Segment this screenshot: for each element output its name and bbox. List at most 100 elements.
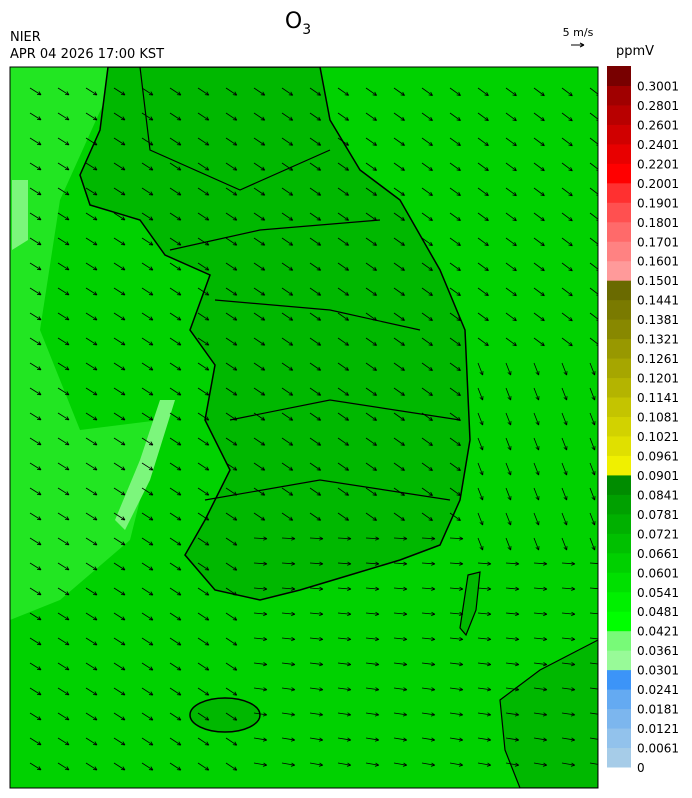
- colorbar-label: 0.1141: [637, 391, 679, 405]
- wind-arrow: [365, 561, 380, 566]
- wind-arrow: [533, 387, 540, 401]
- wind-arrow: [197, 287, 210, 296]
- wind-arrow: [225, 762, 238, 771]
- wind-arrow: [589, 712, 598, 715]
- wind-arrow: [281, 611, 296, 617]
- wind-arrow: [589, 662, 598, 665]
- wind-arrow: [337, 212, 350, 221]
- wind-arrow: [589, 587, 598, 590]
- wind-arrow: [253, 162, 266, 171]
- wind-arrow: [141, 712, 154, 721]
- wind-arrow: [141, 237, 154, 246]
- wind-arrow: [29, 612, 42, 621]
- wind-arrow: [505, 87, 517, 97]
- colorbar-band: [607, 474, 631, 495]
- wind-arrow: [365, 212, 377, 221]
- wind-arrow: [85, 237, 98, 246]
- wind-arrow: [477, 137, 489, 147]
- colorbar-label: 0.1261: [637, 352, 679, 366]
- wind-arrow: [309, 561, 324, 566]
- wind-arrow: [309, 262, 322, 271]
- wind-arrow: [57, 187, 70, 196]
- wind-arrow: [477, 412, 484, 426]
- wind-arrow: [281, 462, 294, 471]
- wind-arrow: [281, 512, 294, 521]
- wind-arrow: [197, 387, 210, 396]
- wind-arrow: [281, 137, 294, 146]
- wind-arrow: [589, 237, 598, 246]
- wind-arrow: [85, 612, 98, 621]
- wind-arrow: [561, 512, 568, 526]
- wind-arrow: [309, 412, 322, 421]
- wind-arrow: [253, 137, 266, 146]
- wind-arrow: [57, 412, 70, 421]
- wind-arrow: [85, 337, 98, 346]
- wind-arrow: [253, 87, 266, 96]
- wind-arrow: [281, 312, 294, 321]
- wind-arrow: [57, 762, 70, 771]
- wind-arrow: [225, 237, 238, 246]
- wind-arrow: [169, 112, 182, 121]
- wind-arrow: [449, 87, 461, 97]
- wind-arrow: [533, 212, 545, 222]
- wind-arrow: [57, 362, 70, 371]
- wind-arrow: [393, 487, 405, 496]
- wind-arrow: [449, 237, 461, 247]
- wind-arrow: [57, 712, 70, 721]
- wind-arrow: [561, 611, 576, 617]
- wind-arrow: [421, 687, 436, 692]
- wind-arrow: [337, 312, 350, 321]
- wind-arrow: [561, 312, 573, 322]
- wind-arrow: [197, 187, 210, 196]
- wind-arrow: [57, 237, 70, 246]
- wind-arrow: [505, 237, 517, 247]
- wind-arrow: [365, 611, 380, 617]
- wind-arrow: [169, 262, 182, 271]
- wind-arrow: [477, 237, 489, 247]
- wind-arrow: [197, 612, 210, 621]
- wind-arrow: [225, 587, 238, 596]
- colorbar-label: 0.0121: [637, 722, 679, 736]
- wind-arrow: [449, 162, 461, 172]
- wind-arrow: [589, 487, 596, 501]
- colorbar-band: [607, 533, 631, 554]
- wind-arrow: [197, 562, 210, 571]
- wind-arrow: [337, 112, 350, 121]
- colorbar-label: 0.2201: [637, 157, 679, 171]
- wind-arrow: [85, 562, 98, 571]
- wind-arrow: [169, 737, 182, 746]
- wind-arrow: [505, 712, 520, 717]
- wind-arrow: [449, 462, 461, 472]
- wind-arrow: [449, 487, 461, 497]
- wind-arrow: [309, 362, 322, 371]
- wind-arrow: [113, 137, 126, 146]
- wind-arrow: [57, 162, 70, 171]
- wind-arrow: [365, 487, 377, 496]
- wind-arrow: [533, 712, 548, 717]
- wind-arrow: [85, 262, 98, 271]
- wind-arrow: [449, 187, 461, 197]
- wind-arrow: [393, 586, 408, 591]
- colorbar-label: 0.1081: [637, 411, 679, 425]
- wind-arrow: [197, 687, 210, 696]
- wind-arrow: [225, 537, 238, 546]
- wind-arrow: [309, 512, 322, 521]
- wind-arrow: [169, 687, 182, 696]
- wind-arrow: [225, 562, 238, 571]
- wind-arrow: [449, 262, 461, 272]
- wind-arrow: [281, 262, 294, 271]
- wind-arrow: [505, 312, 517, 322]
- wind-arrow: [113, 337, 126, 346]
- wind-arrow: [141, 437, 154, 446]
- title-subscript: 3: [302, 22, 311, 38]
- colorbar-band: [607, 572, 631, 593]
- wind-arrow: [561, 212, 573, 222]
- wind-arrow: [505, 137, 517, 147]
- colorbar-label: 0.3001: [637, 79, 679, 93]
- wind-arrow: [169, 212, 182, 221]
- wind-arrow: [561, 87, 573, 97]
- wind-arrow: [393, 137, 405, 146]
- wind-arrow: [113, 762, 126, 771]
- wind-arrow: [477, 212, 489, 222]
- wind-arrow: [253, 737, 268, 742]
